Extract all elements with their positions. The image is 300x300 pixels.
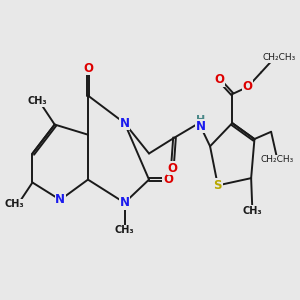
Text: H: H	[196, 115, 205, 125]
Text: O: O	[167, 161, 177, 175]
Text: O: O	[163, 173, 173, 186]
Text: O: O	[214, 73, 224, 86]
Text: CH₃: CH₃	[115, 225, 134, 235]
Text: N: N	[120, 117, 130, 130]
Text: N: N	[120, 196, 130, 209]
Text: CH₃: CH₃	[5, 199, 24, 209]
Text: CH₃: CH₃	[28, 96, 47, 106]
Text: O: O	[243, 80, 253, 93]
Text: N: N	[195, 119, 206, 133]
Text: CH₂CH₃: CH₂CH₃	[260, 155, 293, 164]
Text: CH₃: CH₃	[242, 206, 262, 216]
Text: CH₂CH₃: CH₂CH₃	[262, 53, 296, 62]
Text: O: O	[83, 61, 93, 74]
Text: N: N	[55, 194, 65, 206]
Text: S: S	[214, 179, 222, 192]
